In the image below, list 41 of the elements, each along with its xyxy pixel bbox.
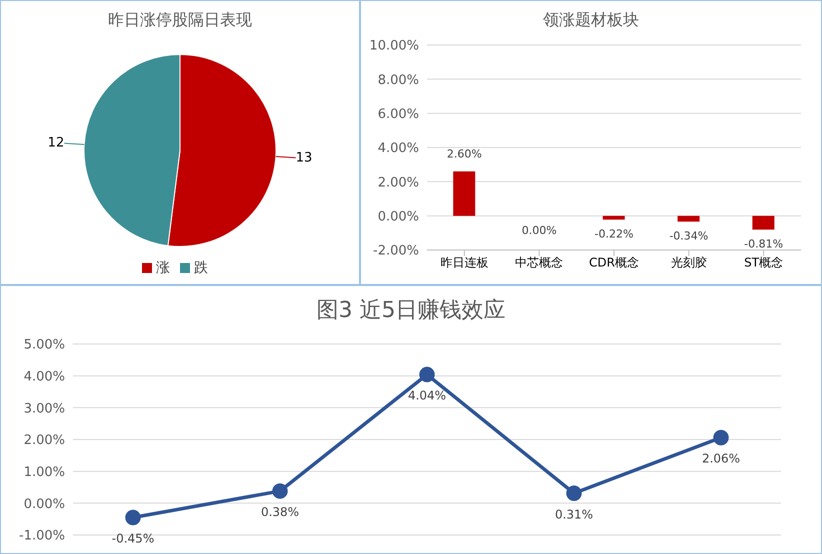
y-tick-label: -1.00% <box>19 528 65 544</box>
y-tick-label: 4.00% <box>24 369 65 384</box>
data-label: -0.81% <box>744 238 784 251</box>
data-label: -0.34% <box>669 230 708 243</box>
y-tick-label: -2.00% <box>373 244 419 259</box>
y-tick-label: 0.00% <box>24 496 65 512</box>
y-tick-label: 0.00% <box>378 209 419 224</box>
chart-title: 领涨题材板块 <box>542 9 640 31</box>
point <box>272 483 288 499</box>
data-label: 12 <box>48 136 64 151</box>
point <box>713 430 729 446</box>
y-tick-label: 1.00% <box>24 464 65 480</box>
y-tick-label: 2.00% <box>24 433 65 448</box>
data-label: -0.45% <box>112 531 154 546</box>
data-label: 2.06% <box>702 452 740 466</box>
y-tick-label: 10.00% <box>369 38 419 54</box>
chart-title: 昨日涨停股隔日表现 <box>107 9 253 31</box>
legend-label: 跌 <box>194 260 208 276</box>
y-tick-label: 2.00% <box>378 175 419 190</box>
data-label: -0.22% <box>594 228 634 241</box>
y-tick-label: 3.00% <box>24 401 65 416</box>
y-tick-label: 8.00% <box>378 72 419 88</box>
data-label: 0.31% <box>554 507 594 522</box>
point <box>125 510 141 526</box>
chart-title: 图3 近5日赚钱效应 <box>316 297 506 325</box>
point <box>566 486 582 502</box>
x-tick-label: CDR概念 <box>589 256 639 270</box>
data-label: 0.00% <box>522 224 557 237</box>
x-tick-label: ST概念 <box>744 256 784 270</box>
data-label: 2.60% <box>446 147 482 160</box>
legend-label: 涨 <box>156 260 170 276</box>
data-label: 0.38% <box>260 505 300 520</box>
x-tick-label: 中芯概念 <box>515 256 564 270</box>
x-tick-label: 昨日连板 <box>440 256 488 270</box>
y-tick-label: 5.00% <box>24 338 65 353</box>
x-tick-label: 光刻胶 <box>670 256 707 270</box>
data-label: 4.04% <box>408 388 446 403</box>
y-tick-label: 4.00% <box>378 141 419 156</box>
y-tick-label: 6.00% <box>378 106 419 122</box>
data-label: 13 <box>296 150 312 166</box>
point <box>419 366 435 382</box>
